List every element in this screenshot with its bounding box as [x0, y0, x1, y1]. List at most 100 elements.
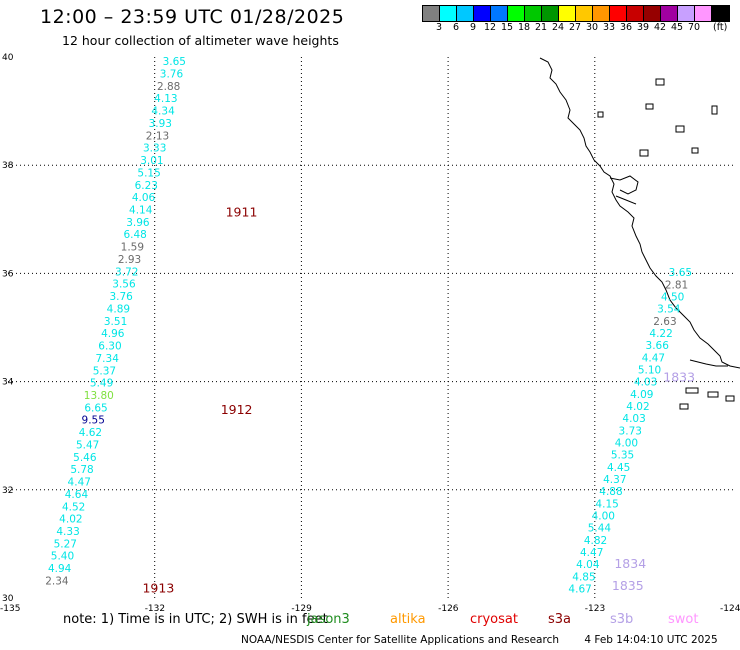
color-swatch	[695, 6, 712, 21]
satellite-name-s3a: s3a	[548, 612, 572, 627]
wave-height-value: 4.47	[580, 547, 603, 559]
lat-lon-grid	[8, 57, 734, 598]
wave-height-value: 4.13	[154, 93, 177, 105]
wave-height-value: 3.76	[160, 68, 184, 80]
wave-height-value: 4.62	[79, 427, 102, 439]
color-swatch	[644, 6, 661, 21]
latitude-tick-label: 32	[2, 486, 13, 496]
wave-height-value: 4.50	[661, 291, 684, 303]
wave-height-value: 2.93	[118, 254, 141, 266]
color-scale-tick: 24	[551, 22, 565, 33]
color-scale-tick: 30	[585, 22, 599, 33]
track-pass-west: 3.653.762.884.134.343.932.133.333.015.15…	[45, 56, 186, 587]
wave-height-value: 5.10	[638, 364, 661, 376]
wave-height-value: 4.00	[592, 511, 615, 523]
latitude-tick-label: 36	[2, 269, 14, 279]
wave-height-value: 3.65	[669, 267, 692, 279]
wave-height-value: 4.67	[568, 584, 591, 596]
track-pass-east: 3.652.814.503.542.634.223.664.475.104.03…	[568, 267, 692, 595]
color-scale-tick: 33	[602, 22, 616, 33]
satellite-name-cryosat: cryosat	[470, 612, 518, 627]
wave-height-value: 3.01	[140, 155, 163, 167]
coastline	[539, 57, 740, 369]
color-swatch	[491, 6, 508, 21]
longitude-tick-label: -135	[0, 604, 20, 614]
pass-number-label: 1833	[663, 370, 695, 385]
wave-height-value: 6.48	[123, 229, 146, 241]
wave-height-value: 4.47	[642, 352, 665, 364]
wave-height-value: 4.34	[151, 106, 175, 118]
pass-number-label: 1913	[142, 581, 174, 596]
longitude-tick-label: -129	[291, 604, 312, 614]
wave-height-value: 4.82	[584, 535, 607, 547]
wave-height-value: 4.85	[572, 571, 595, 583]
wave-height-value: 5.44	[588, 523, 612, 535]
satellite-name-jason3: jason3	[307, 612, 350, 627]
color-swatch	[576, 6, 593, 21]
wave-height-value: 3.56	[112, 279, 136, 291]
wave-height-value: 5.15	[137, 167, 160, 179]
wave-height-value: 5.40	[51, 551, 74, 563]
pass-number-label: 1835	[612, 578, 644, 593]
color-swatch	[593, 6, 610, 21]
color-swatch	[610, 6, 627, 21]
color-swatch	[525, 6, 542, 21]
color-scale-tick: 39	[636, 22, 650, 33]
wave-height-value: 4.89	[107, 303, 130, 315]
wave-height-value: 4.09	[630, 389, 653, 401]
pass-number-label: 1912	[221, 402, 253, 417]
wave-height-value: 3.96	[126, 217, 150, 229]
color-swatch	[423, 6, 440, 21]
color-swatch	[712, 6, 729, 21]
wave-height-value: 4.00	[615, 438, 638, 450]
satellite-name-altika: altika	[390, 612, 426, 627]
longitude-tick-label: -132	[145, 604, 165, 614]
color-scale-tick: 42	[653, 22, 667, 33]
latitude-tick-label: 40	[2, 53, 14, 63]
wave-height-value: 4.02	[59, 514, 82, 526]
wave-height-value: 4.04	[576, 559, 600, 571]
color-swatch	[457, 6, 474, 21]
color-swatch	[508, 6, 525, 21]
wave-height-value: 5.49	[90, 378, 113, 390]
color-scale-tick: 45	[670, 22, 684, 33]
wave-height-value: 5.37	[93, 365, 116, 377]
wave-height-value: 4.22	[649, 328, 672, 340]
units-note: note: 1) Time is in UTC; 2) SWH is in fe…	[63, 612, 328, 627]
satellite-name-s3b: s3b	[610, 612, 634, 627]
wave-height-value: 2.88	[157, 81, 180, 93]
color-scale-unit: (ft)	[713, 22, 728, 33]
wave-height-value: 4.64	[65, 489, 89, 501]
wave-height-value: 3.66	[646, 340, 670, 352]
wave-height-value: 2.34	[45, 575, 69, 587]
pass-number-label: 1911	[226, 205, 258, 220]
wave-height-value: 3.93	[149, 118, 172, 130]
color-swatch	[474, 6, 491, 21]
longitude-tick-label: -126	[438, 604, 459, 614]
wave-height-value: 4.96	[101, 328, 125, 340]
wave-height-value: 4.03	[634, 377, 657, 389]
color-scale-tick: 12	[483, 22, 497, 33]
color-scale-tick: 15	[500, 22, 514, 33]
longitude-tick-label: -123	[585, 604, 605, 614]
color-scale-tick: 36	[619, 22, 633, 33]
wave-height-value: 4.88	[599, 486, 622, 498]
wave-height-value: 4.03	[622, 413, 645, 425]
pass-number-labels: 1911 1912 1913 1833 1834 1835	[142, 205, 695, 596]
wave-height-value: 4.06	[132, 192, 156, 204]
color-scale-tick: 27	[568, 22, 582, 33]
wave-height-value: 7.34	[96, 353, 120, 365]
pass-number-label: 1834	[614, 556, 646, 571]
axis-tick-labels: -135 -132 -129 -126 -123 -124 40 38 36 34 32 30	[0, 53, 740, 614]
color-scale-tick: 18	[517, 22, 531, 33]
color-scale-tick: 3	[435, 22, 443, 33]
footer-timestamp: 4 Feb 14:04:10 UTC 2025	[584, 634, 718, 646]
wave-height-value: 4.45	[607, 462, 630, 474]
wave-height-value: 3.51	[104, 316, 127, 328]
color-swatch	[678, 6, 695, 21]
color-scale-tick: 21	[534, 22, 548, 33]
latitude-tick-label: 30	[2, 594, 14, 604]
wave-height-value: 5.78	[70, 464, 93, 476]
wave-height-value: 2.13	[146, 130, 169, 142]
